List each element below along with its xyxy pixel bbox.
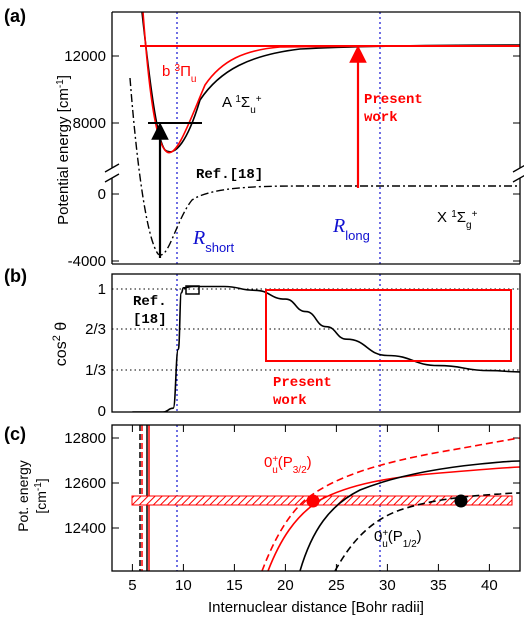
label-0u-P32: 0+ u(P3/2) bbox=[264, 454, 312, 476]
x-tick-label: 10 bbox=[175, 577, 192, 594]
label-A-state: A 1Σu+ bbox=[222, 94, 262, 116]
x-tick-label: 35 bbox=[430, 577, 447, 594]
panel-a-ylabel: Potential energy [cm-1] bbox=[55, 75, 73, 225]
panel-a-ytick-0: 0 bbox=[98, 186, 106, 203]
panel-b-ytick-2-3: 2/3 bbox=[85, 321, 106, 338]
panel-b-alignment-curve bbox=[132, 285, 520, 412]
curve-b-state bbox=[142, 12, 520, 154]
panel-c-ylabel-line1: Pot. energy bbox=[15, 460, 31, 532]
panel-a-frame bbox=[104, 11, 524, 265]
curve-A-state bbox=[141, 12, 520, 153]
panel-b-present-box bbox=[265, 289, 512, 362]
panel-a-ytick-8000: 8000 bbox=[73, 115, 106, 132]
panel-b-ref-18-line2: [18] bbox=[133, 312, 167, 328]
panel-a-ytick-12000: 12000 bbox=[64, 48, 106, 65]
curve-0u-P32-dashed bbox=[261, 437, 520, 571]
panel-a-ref-18: Ref.[18] bbox=[196, 167, 263, 183]
panel-c-ytick-12400: 12400 bbox=[64, 520, 106, 537]
panel-a-rlong-label: Rlong bbox=[332, 215, 370, 243]
panel-c-frame bbox=[111, 424, 521, 572]
panel-c-xticks: 5 10 15 20 25 30 35 40 bbox=[128, 425, 498, 594]
panel-b-present-work-2: work bbox=[273, 393, 307, 409]
panel-c-label: (c) bbox=[4, 424, 26, 444]
panel-c-energy-band bbox=[131, 495, 513, 506]
x-tick-label: 15 bbox=[226, 577, 243, 594]
panel-c-ytick-12600: 12600 bbox=[64, 475, 106, 492]
panel-b-ylabel: cos2 θ bbox=[51, 322, 70, 366]
panel-a-label: (a) bbox=[4, 6, 26, 26]
panel-c-black-point bbox=[454, 494, 468, 508]
panel-b-frame bbox=[111, 273, 521, 413]
panel-b: (b) cos2 θ 1 2/3 1/3 0 Ref. [18] Present… bbox=[4, 266, 521, 420]
panel-b-ytick-1-3: 1/3 bbox=[85, 362, 106, 379]
panel-b-present-work-1: Present bbox=[273, 375, 332, 391]
curve-0u-P12 bbox=[299, 460, 520, 571]
panel-a: (a) Potential energy [cm-1] 12000 8000 0… bbox=[4, 6, 524, 270]
label-X-state: X 1Σg+ bbox=[437, 209, 478, 231]
x-tick-label: 25 bbox=[328, 577, 345, 594]
label-0u-P12: 0+ u(P1/2) bbox=[374, 528, 422, 550]
panel-c-ylabel-line2: [cm-1] bbox=[33, 478, 50, 513]
x-axis-label: Internuclear distance [Bohr radii] bbox=[208, 599, 424, 616]
panel-b-ref-box bbox=[185, 285, 200, 295]
panel-c-yticks bbox=[112, 437, 520, 529]
panel-a-present-work-1: Present bbox=[364, 92, 423, 108]
x-tick-label: 30 bbox=[379, 577, 396, 594]
x-tick-label: 20 bbox=[277, 577, 294, 594]
panel-c-ytick-12800: 12800 bbox=[64, 430, 106, 447]
panel-c-red-point bbox=[306, 494, 320, 508]
panel-c: (c) Pot. energy [cm-1] 12800 12600 12400 bbox=[4, 424, 521, 616]
panel-b-gridlines bbox=[112, 288, 520, 371]
label-b-state: b 3Πu bbox=[162, 63, 196, 85]
curve-0u-P12-dashed bbox=[334, 492, 520, 571]
panel-b-ytick-1: 1 bbox=[98, 281, 106, 298]
panel-a-rshort-label: Rshort bbox=[192, 227, 235, 255]
panel-b-label: (b) bbox=[4, 266, 27, 286]
panel-b-ytick-0: 0 bbox=[98, 403, 106, 420]
panel-a-ytick-minus4000: -4000 bbox=[68, 253, 106, 270]
panel-a-present-work-2: work bbox=[364, 110, 398, 126]
curve-0u-P32 bbox=[267, 466, 520, 571]
x-tick-label: 40 bbox=[481, 577, 498, 594]
panel-a-ticks bbox=[112, 55, 520, 262]
x-tick-label: 5 bbox=[128, 577, 136, 594]
panel-b-ref-18-line1: Ref. bbox=[133, 294, 167, 310]
curve-X-state bbox=[129, 77, 520, 256]
